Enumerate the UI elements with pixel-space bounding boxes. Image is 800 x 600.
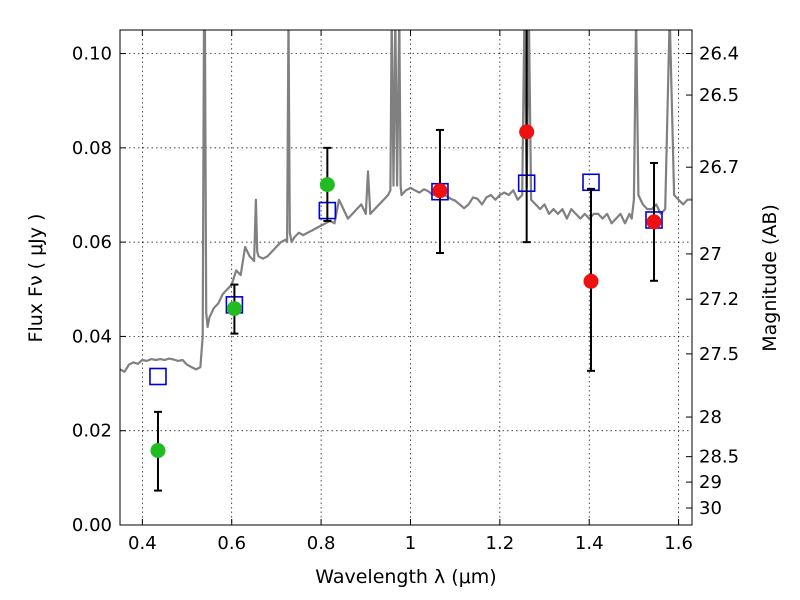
y-tick-label: 0.02 (72, 421, 112, 442)
right-axis-label: Magnitude (AB) (759, 204, 781, 352)
axis-ticks: 0.4 0.6 0.8 1 1.2 1.4 1.6 0.00 0.02 0.04 0.06 0.08 0… (72, 30, 739, 554)
magnitude-tick-label: 28 (699, 407, 722, 428)
magnitude-tick-label: 26.4 (699, 44, 739, 65)
magnitude-tick-label: 30 (699, 498, 722, 519)
model-spectrum-line (120, 30, 692, 373)
magnitude-tick-label: 27.2 (699, 289, 739, 310)
grid-lines (120, 30, 692, 526)
x-tick-label: 0.4 (128, 533, 157, 554)
magnitude-tick-label: 29 (699, 472, 722, 493)
x-tick-label: 0.6 (217, 533, 246, 554)
x-tick-label: 1.6 (664, 533, 693, 554)
model-spectrum-layer (120, 30, 692, 373)
x-tick-label: 1 (405, 533, 416, 554)
circle-marker (519, 124, 535, 140)
x-tick-label: 1.2 (486, 533, 515, 554)
circle-marker (226, 301, 242, 317)
y-tick-label: 0.06 (72, 232, 112, 253)
circle-marker (432, 183, 448, 199)
circle-marker (319, 177, 335, 193)
y-tick-label: 0.04 (72, 326, 112, 347)
circle-marker (646, 214, 662, 230)
plot-frame (119, 29, 693, 526)
y-tick-label: 0.10 (72, 44, 112, 65)
magnitude-tick-label: 26.7 (699, 157, 739, 178)
x-tick-label: 1.4 (575, 533, 604, 554)
square-marker (149, 367, 167, 386)
magnitude-tick-label: 26.5 (699, 85, 739, 106)
magnitude-tick-label: 28.5 (699, 447, 739, 468)
y-axis-label: Flux Fν ( μJy ) (25, 214, 47, 343)
circle-marker (150, 443, 166, 459)
y-tick-label: 0.08 (72, 138, 112, 159)
magnitude-tick-label: 27 (699, 244, 722, 265)
x-axis-label: Wavelength λ (μm) (315, 566, 496, 588)
circle-marker (583, 273, 599, 289)
magnitude-tick-label: 27.5 (699, 344, 739, 365)
x-tick-label: 0.8 (307, 533, 336, 554)
photometry-markers (149, 30, 663, 492)
y-tick-label: 0.00 (72, 515, 112, 536)
